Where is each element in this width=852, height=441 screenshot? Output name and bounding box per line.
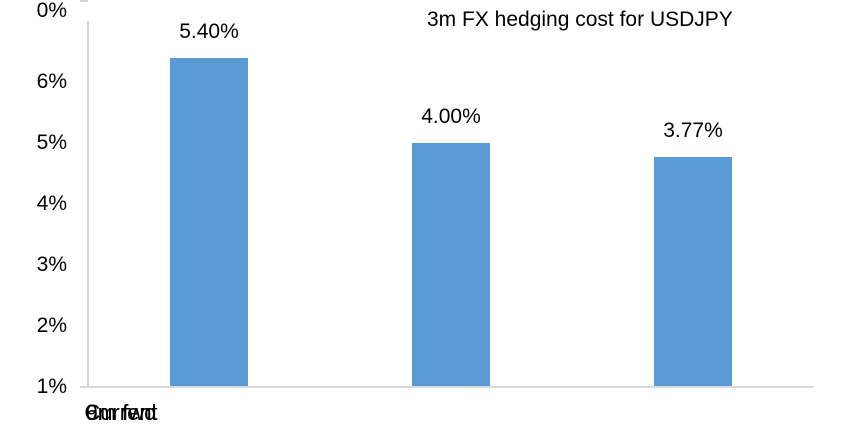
bar-current [170,57,248,387]
x-axis-label-9m-fwd: 9m fwd [85,400,157,425]
y-axis-tick-label: 4% [36,192,67,215]
y-axis-tick-label: 0% [36,0,67,22]
bar-9m-fwd [654,157,732,387]
y-axis-tick-label: 5% [36,131,67,154]
x-axis-label-6m-fwd: 6m fwd [85,400,157,425]
data-label-6m-fwd: 4.00% [421,105,481,128]
data-label-current: 5.40% [179,19,239,43]
plot-area: 5.40% 4.00% 3.77% [88,19,814,387]
bar-group-9m-fwd: 3.77% [572,21,814,387]
y-axis-tick-label: 3% [36,253,67,276]
y-axis-tick-label: 1% [36,375,67,398]
chart-title: 3m FX hedging cost for USDJPY [427,8,733,31]
y-axis-line [87,21,89,387]
y-axis-tick-label: 6% [36,70,67,93]
data-label-9m-fwd: 3.77% [663,119,723,143]
x-axis-line [80,386,814,388]
y-axis-tick-mark [80,0,88,2]
x-axis-label-current: Current [84,400,158,425]
y-axis-tick-label: 2% [36,314,67,337]
bar-group-6m-fwd: 4.00% [330,21,572,387]
bar-group-current: 5.40% [88,19,330,387]
bar-6m-fwd [412,143,490,387]
